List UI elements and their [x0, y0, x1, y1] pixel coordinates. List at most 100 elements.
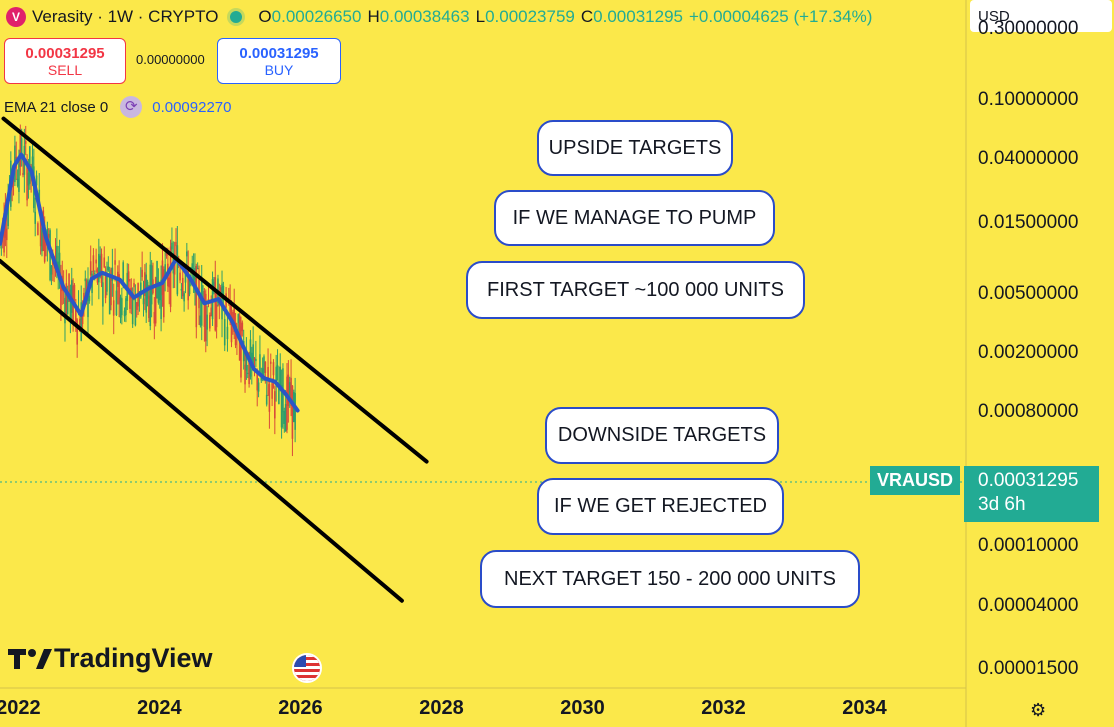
tradingview-logo[interactable]: TradingView	[8, 643, 213, 674]
candle-body	[183, 293, 185, 302]
candle-body	[73, 284, 76, 301]
x-tick-label: 2034	[842, 697, 887, 719]
candle-body	[115, 290, 118, 316]
close-key: C	[580, 7, 594, 26]
channel-lower-line[interactable]	[0, 258, 404, 603]
candle-body	[175, 242, 177, 247]
annotation-downside-targets[interactable]: DOWNSIDE TARGETS	[545, 407, 779, 464]
candle-body	[156, 261, 158, 299]
candle-body	[160, 279, 162, 319]
candle-body	[38, 189, 41, 205]
annotation-pump[interactable]: IF WE MANAGE TO PUMP	[494, 190, 775, 246]
candle-body	[253, 358, 256, 361]
channel-upper-line[interactable]	[1, 116, 429, 464]
candle-body	[294, 393, 296, 430]
candle-body	[272, 362, 275, 376]
candle-body	[41, 228, 43, 252]
candle-body	[112, 300, 115, 316]
annotation-first-target[interactable]: FIRST TARGET ~100 000 UNITS	[466, 261, 805, 319]
candle-body	[47, 233, 50, 238]
candle-body	[214, 277, 217, 331]
candle-body	[240, 326, 242, 378]
refresh-icon[interactable]: ⟳	[120, 96, 143, 118]
us-flag-icon[interactable]	[292, 653, 322, 683]
candle-body	[173, 257, 176, 275]
candle-body	[194, 267, 196, 294]
candle-body	[34, 211, 36, 224]
current-price-value: 0.00031295	[978, 470, 1079, 491]
sell-button[interactable]: 0.00031295 SELL	[4, 38, 126, 84]
candle-body	[104, 276, 107, 299]
candle-body	[257, 382, 260, 392]
candle-body	[106, 273, 108, 292]
candle-body	[276, 365, 279, 367]
y-tick-label: 0.04000000	[978, 148, 1079, 170]
candle-body	[241, 322, 244, 332]
candle-body	[26, 161, 28, 201]
candle-body	[280, 384, 283, 428]
candle-body	[144, 272, 146, 296]
candle-body	[196, 268, 199, 270]
indicator-legend[interactable]: EMA 21 close 0 ⟳ 0.00092270	[4, 96, 231, 118]
buy-label: BUY	[264, 61, 294, 78]
candle-body	[27, 172, 30, 186]
candle-body	[195, 265, 198, 328]
candle-body	[274, 391, 276, 419]
candle-body	[153, 311, 156, 324]
annotation-rejected[interactable]: IF WE GET REJECTED	[537, 478, 784, 535]
candle-body	[125, 298, 127, 316]
candle-body	[246, 372, 249, 374]
candle-body	[232, 311, 234, 321]
candle-body	[165, 252, 168, 256]
candle-body	[119, 297, 122, 318]
candle-body	[245, 350, 248, 371]
candle-body	[142, 298, 145, 305]
candle-body	[16, 178, 19, 187]
candle-body	[129, 294, 131, 309]
candle-body	[209, 315, 211, 329]
ema-line[interactable]	[0, 152, 300, 413]
currency-select[interactable]: USD	[970, 0, 1112, 32]
candle-body	[88, 295, 91, 302]
buy-button[interactable]: 0.00031295 BUY	[217, 38, 341, 84]
candle-body	[150, 265, 153, 305]
symbol-title[interactable]: Verasity · 1W · CRYPTO	[32, 7, 219, 26]
candle-body	[89, 261, 92, 276]
high-key: H	[367, 7, 380, 26]
candle-body	[66, 292, 69, 315]
candle-body	[244, 364, 246, 385]
candle-body	[64, 297, 66, 324]
candle-body	[18, 163, 20, 192]
annotation-upside-targets[interactable]: UPSIDE TARGETS	[537, 120, 733, 176]
candle-body	[181, 277, 184, 297]
candle-body	[108, 276, 111, 315]
candle-body	[20, 138, 23, 160]
candle-body	[279, 366, 282, 391]
open-value: 0.00026650	[271, 7, 362, 26]
low-key: L	[475, 7, 486, 26]
candle-body	[269, 361, 272, 364]
market-status-icon	[230, 11, 243, 23]
bar-countdown: 3d 6h	[978, 494, 1026, 515]
candles-group	[0, 124, 296, 457]
candle-body	[169, 246, 172, 307]
change-value: +0.00004625 (+17.34%)	[689, 7, 873, 26]
candle-body	[164, 264, 166, 278]
settings-gear-icon[interactable]: ⚙	[1030, 700, 1047, 720]
y-tick-label: 0.00500000	[978, 282, 1079, 304]
candle-body	[58, 252, 61, 274]
annotation-next-target[interactable]: NEXT TARGET 150 - 200 000 UNITS	[480, 550, 860, 608]
symbol-header: V Verasity · 1W · CRYPTO O 0.00026650 H 0.…	[0, 0, 872, 34]
candle-body	[184, 271, 187, 283]
candle-body	[141, 269, 143, 278]
candle-body	[39, 213, 42, 247]
candle-body	[187, 268, 189, 301]
spread-value: 0.00000000	[136, 52, 205, 67]
x-tick-label: 2032	[701, 697, 746, 719]
candle-body	[148, 295, 150, 319]
candle-body	[180, 288, 183, 291]
candle-body	[168, 277, 171, 288]
candle-body	[210, 307, 212, 317]
candle-body	[80, 302, 83, 341]
